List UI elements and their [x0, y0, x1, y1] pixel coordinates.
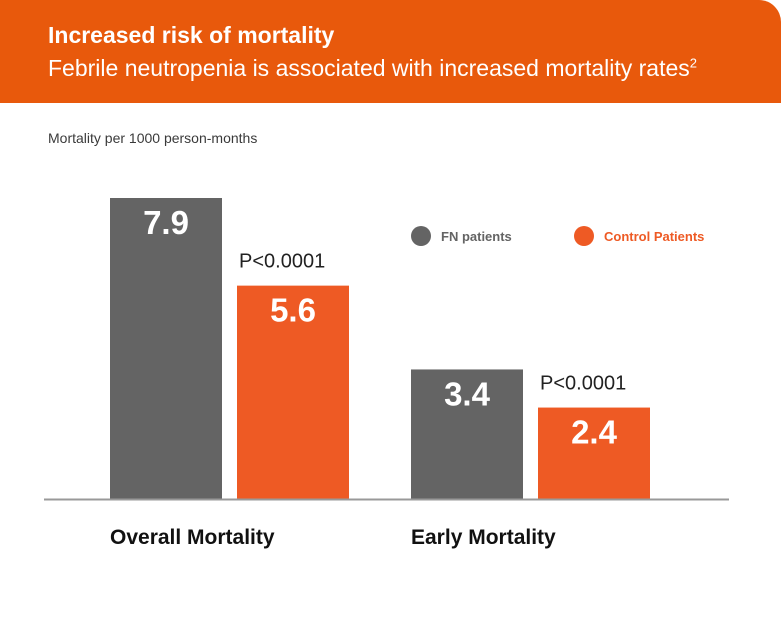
footnote-reference: 2: [689, 55, 697, 71]
chart-subtitle: Febrile neutropenia is associated with i…: [48, 55, 697, 82]
legend-label-control: Control Patients: [604, 228, 705, 244]
p-value-annotation-0: P<0.0001: [239, 251, 325, 273]
legend-swatch-fn: [411, 226, 431, 246]
y-axis-label: Mortality per 1000 person-months: [48, 130, 258, 146]
data-label-control-1: 2.4: [571, 414, 618, 451]
bar-control-0: [237, 285, 349, 499]
legend-label-fn: FN patients: [441, 228, 512, 244]
legend-item-control: Control Patients: [574, 224, 704, 248]
bar-fn-0: [110, 198, 222, 499]
bar-fn-1: [411, 369, 523, 499]
legend-swatch-control: [574, 226, 594, 246]
x-tick-label-1: Early Mortality: [411, 526, 556, 549]
p-value-annotation-1: P<0.0001: [540, 373, 626, 395]
legend-item-fn: FN patients: [411, 224, 512, 248]
subtitle-text: Febrile neutropenia is associated with i…: [48, 55, 690, 81]
data-label-control-0: 5.6: [270, 292, 316, 329]
data-label-fn-0: 7.9: [143, 204, 189, 241]
chart-title: Increased risk of mortality: [48, 22, 335, 48]
bar-control-1: [538, 407, 650, 499]
x-tick-label-0: Overall Mortality: [110, 526, 275, 549]
header-banner: Increased risk of mortality Febrile neut…: [0, 0, 781, 103]
data-label-fn-1: 3.4: [444, 375, 491, 412]
